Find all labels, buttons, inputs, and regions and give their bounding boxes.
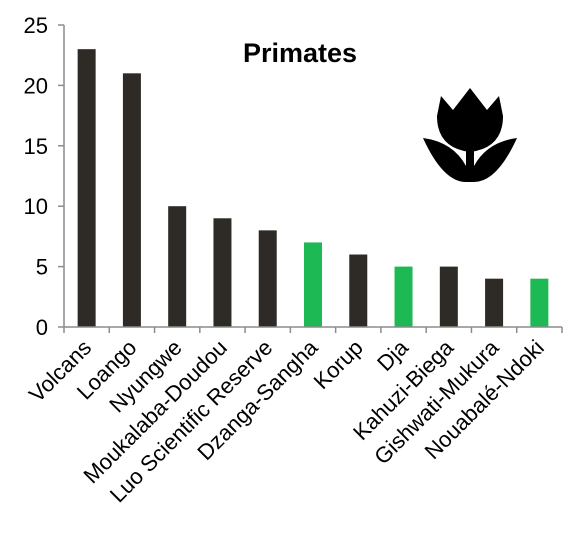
- bars: [77, 49, 549, 327]
- y-tick-label: 15: [24, 134, 48, 159]
- bar: [213, 218, 232, 327]
- bar: [349, 254, 368, 327]
- tulip-icon: [423, 88, 517, 182]
- y-axis: 0 5 10 15 20 25: [24, 13, 65, 340]
- bar: [530, 278, 549, 327]
- bar: [304, 242, 322, 327]
- y-tick-label: 10: [24, 194, 48, 219]
- bar: [439, 266, 458, 327]
- bar: [485, 278, 504, 327]
- bar: [77, 49, 96, 327]
- chart-title: Primates: [243, 38, 357, 68]
- y-tick-label: 5: [36, 255, 48, 280]
- x-axis: VolcansLoangoNyungweMoukalaba-DoudouLuo …: [24, 326, 563, 507]
- x-tick-label: Korup: [309, 335, 368, 394]
- bar: [168, 206, 187, 327]
- y-tick-label: 20: [24, 73, 48, 98]
- bar: [394, 266, 413, 327]
- bar: [122, 73, 141, 327]
- y-tick-label: 25: [24, 13, 48, 38]
- y-tick-label: 0: [36, 315, 48, 340]
- bar: [258, 230, 277, 327]
